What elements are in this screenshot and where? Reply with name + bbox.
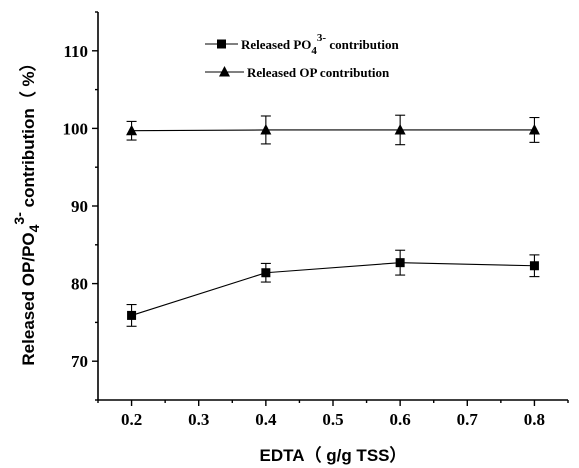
y-axis-title: Released OP/PO43- contribution（ %） — [11, 54, 42, 365]
y-tick-label: 110 — [63, 42, 88, 61]
x-axis-title: EDTA（ g/g TSS） — [259, 445, 406, 465]
x-tick-label: 0.8 — [524, 410, 545, 429]
x-tick-label: 0.5 — [322, 410, 343, 429]
y-tick-label: 70 — [71, 352, 88, 371]
series-layer — [126, 114, 540, 327]
legend-marker-square — [217, 39, 226, 49]
data-point — [126, 124, 138, 136]
x-tick-label: 0.3 — [188, 410, 209, 429]
y-tick-label: 90 — [71, 197, 88, 216]
x-tick-label: 0.7 — [457, 410, 479, 429]
y-tick-label: 100 — [63, 119, 89, 138]
legend-label-op: Released OP contribution — [247, 65, 390, 80]
series-line — [131, 129, 535, 132]
data-point — [395, 258, 405, 268]
data-point — [127, 310, 137, 320]
plot-area: 0.2 0.3 0.4 0.5 0.6 0.7 0.8 70 80 90 100 110 — [63, 11, 569, 429]
x-tick-label: 0.6 — [390, 410, 411, 429]
y-tick-label: 80 — [71, 275, 88, 294]
axis-ticks: 0.2 0.3 0.4 0.5 0.6 0.7 0.8 70 80 90 100 110 — [63, 11, 569, 429]
data-point — [260, 123, 272, 135]
x-tick-label: 0.4 — [255, 410, 277, 429]
series-triangle — [126, 114, 540, 146]
series-line — [131, 262, 535, 316]
legend: Released PO43- contribution Released OP … — [205, 32, 399, 80]
data-point — [261, 268, 271, 278]
legend-label-po4: Released PO43- contribution — [241, 32, 399, 57]
data-point — [529, 261, 539, 271]
series-square — [126, 249, 540, 327]
data-point — [394, 123, 406, 135]
legend-marker-triangle — [219, 66, 230, 77]
x-tick-label: 0.2 — [121, 410, 142, 429]
data-point — [528, 123, 540, 135]
